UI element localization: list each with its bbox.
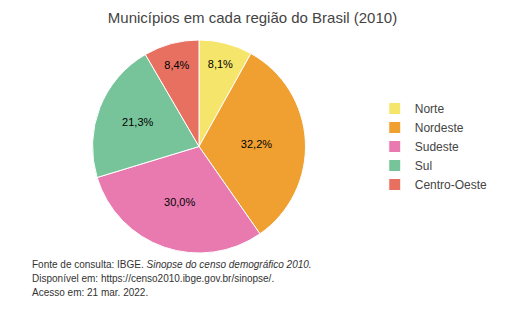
svg-text:Acesso em: 21 mar. 2022.: Acesso em: 21 mar. 2022. bbox=[32, 287, 148, 298]
svg-text:Municípios em cada região do B: Municípios em cada região do Brasil (201… bbox=[108, 9, 397, 26]
svg-text:Sul: Sul bbox=[415, 159, 432, 173]
svg-text:32,2%: 32,2% bbox=[241, 138, 272, 150]
svg-text:Nordeste: Nordeste bbox=[415, 121, 464, 135]
svg-text:8,1%: 8,1% bbox=[208, 58, 233, 70]
svg-text:Sudeste: Sudeste bbox=[415, 140, 459, 154]
svg-text:8,4%: 8,4% bbox=[164, 59, 189, 71]
svg-text:30,0%: 30,0% bbox=[164, 196, 195, 208]
svg-text:Disponível em: https://censo20: Disponível em: https://censo2010.ibge.go… bbox=[32, 273, 274, 284]
svg-text:21,3%: 21,3% bbox=[122, 116, 153, 128]
svg-text:Norte: Norte bbox=[415, 102, 445, 116]
svg-text:Fonte de consulta: IBGE. Sinop: Fonte de consulta: IBGE. Sinopse do cens… bbox=[32, 259, 312, 270]
svg-text:Centro-Oeste: Centro-Oeste bbox=[415, 178, 487, 192]
